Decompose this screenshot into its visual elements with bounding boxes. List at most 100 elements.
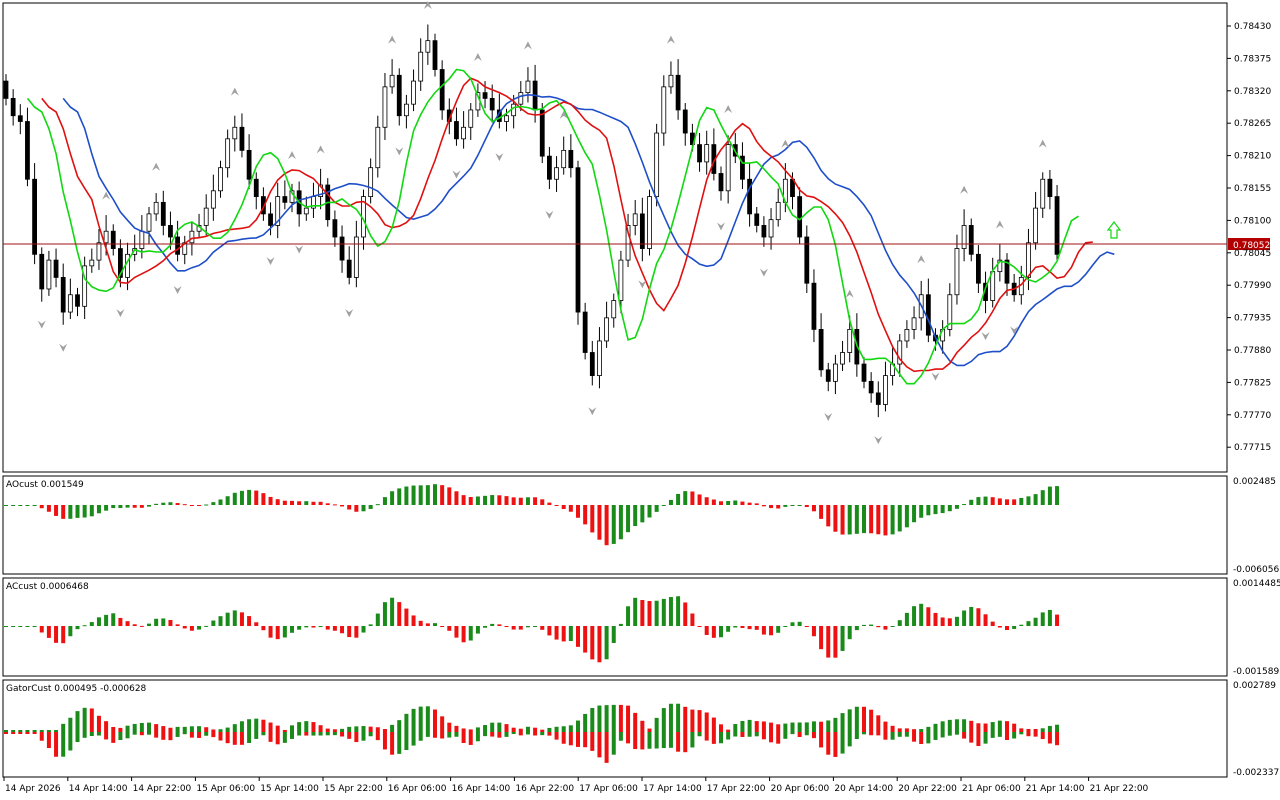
gator-lower-bar: [554, 732, 559, 740]
histogram-bar: [661, 598, 666, 626]
histogram-bar: [1012, 626, 1017, 629]
histogram-bar: [783, 505, 788, 507]
histogram-bar: [954, 505, 959, 509]
candle: [67, 278, 73, 320]
gator-lower-bar: [533, 732, 538, 736]
gator-upper-bar: [440, 716, 445, 732]
histogram-bar: [211, 502, 216, 505]
histogram-bar: [25, 505, 30, 506]
gator-upper-bar: [597, 705, 602, 732]
candle: [968, 218, 974, 262]
gator-lower-bar: [218, 732, 223, 741]
histogram-bar: [275, 499, 280, 505]
candle: [153, 193, 159, 221]
gator-lower-bar: [547, 732, 552, 736]
main-pane[interactable]: [2, 2, 1228, 473]
gator-upper-bar: [268, 722, 273, 732]
histogram-bar: [711, 626, 716, 638]
histogram-bar: [490, 623, 495, 626]
gator-upper-bar: [197, 726, 202, 732]
gator-lower-bar: [297, 732, 302, 736]
gator-lower-bar: [411, 732, 416, 746]
time-tick-label: 15 Apr 06:00: [196, 784, 255, 794]
gator-upper-bar: [733, 724, 738, 732]
histogram-bar: [761, 626, 766, 635]
gator-upper-bar: [797, 722, 802, 732]
histogram-bar: [1019, 497, 1024, 505]
gator-lower-bar: [4, 732, 8, 734]
histogram-bar: [397, 602, 402, 626]
gator-lower-bar: [340, 732, 345, 737]
time-axis: 14 Apr 2026 14 Apr 14:00 14 Apr 22:00 15 Ap…: [3, 777, 1149, 794]
time-tick-label: 17 Apr 22:00: [707, 784, 766, 794]
gator-upper-bar: [1012, 723, 1017, 732]
histogram-bar: [440, 626, 445, 627]
candle: [10, 89, 16, 126]
gator-lower-bar: [325, 732, 330, 736]
gator-upper-bar: [833, 717, 838, 732]
gator-lower-bar: [904, 732, 909, 737]
gator-upper-bar: [32, 730, 37, 732]
histogram-bar: [147, 623, 151, 626]
histogram-bar: [854, 626, 859, 631]
histogram-bar: [626, 505, 631, 533]
gator-lower-bar: [118, 732, 123, 740]
histogram-bar: [1019, 624, 1024, 626]
gator-upper-bar: [418, 706, 423, 732]
candle: [818, 313, 824, 377]
histogram-bar: [804, 505, 809, 508]
candle: [1040, 172, 1046, 218]
price-tick-label: 0.78045: [1234, 249, 1271, 259]
histogram-bar: [711, 499, 716, 505]
histogram-bar: [104, 505, 109, 511]
gator-lower-bar: [576, 732, 580, 747]
candle: [17, 104, 23, 135]
histogram-bar: [168, 502, 173, 505]
gator-lower-bar: [683, 732, 688, 753]
histogram-bar: [440, 485, 445, 505]
histogram-bar: [325, 626, 330, 630]
histogram-bar: [275, 626, 280, 640]
candle: [682, 103, 688, 146]
histogram-bar: [797, 621, 802, 626]
candle: [425, 24, 431, 65]
up-arrow-icon: [1106, 221, 1122, 239]
candle: [575, 160, 581, 325]
gator-lower-bar: [797, 732, 802, 737]
histogram-bar: [204, 504, 209, 506]
histogram-bar: [204, 625, 209, 627]
gator-lower-bar: [590, 732, 595, 751]
gator-upper-bar: [483, 725, 488, 732]
histogram-bar: [32, 505, 37, 506]
histogram-bar: [132, 624, 137, 626]
histogram-bar: [962, 504, 967, 506]
candle: [3, 74, 9, 106]
gator-lower-bar: [468, 732, 473, 745]
gator-lower-bar: [239, 732, 244, 745]
gator-lower-bar: [618, 732, 623, 741]
histogram-bar: [261, 493, 266, 505]
histogram-bar: [418, 620, 423, 626]
gator-upper-bar: [790, 722, 795, 732]
histogram-bar: [869, 505, 874, 534]
histogram-bar: [239, 612, 244, 626]
histogram-bar: [747, 502, 752, 505]
current-price-label: 0.78052: [1233, 241, 1270, 251]
histogram-bar: [154, 618, 159, 626]
gator-lower-bar: [54, 732, 59, 757]
histogram-bar: [954, 616, 959, 626]
gator-lower-bar: [626, 732, 631, 744]
histogram-bar: [139, 625, 144, 627]
gator-scale-top: 0.002789: [1233, 681, 1276, 691]
candle: [632, 200, 638, 236]
gator-upper-bar: [683, 706, 688, 732]
histogram-bar: [719, 501, 723, 505]
gator-lower-bar: [776, 732, 781, 744]
histogram-bar: [211, 620, 216, 626]
histogram-bar: [854, 505, 859, 534]
fractal-up-icon: [102, 191, 111, 200]
histogram-bar: [1047, 609, 1052, 626]
candle: [396, 68, 402, 126]
histogram-bar: [590, 505, 595, 533]
